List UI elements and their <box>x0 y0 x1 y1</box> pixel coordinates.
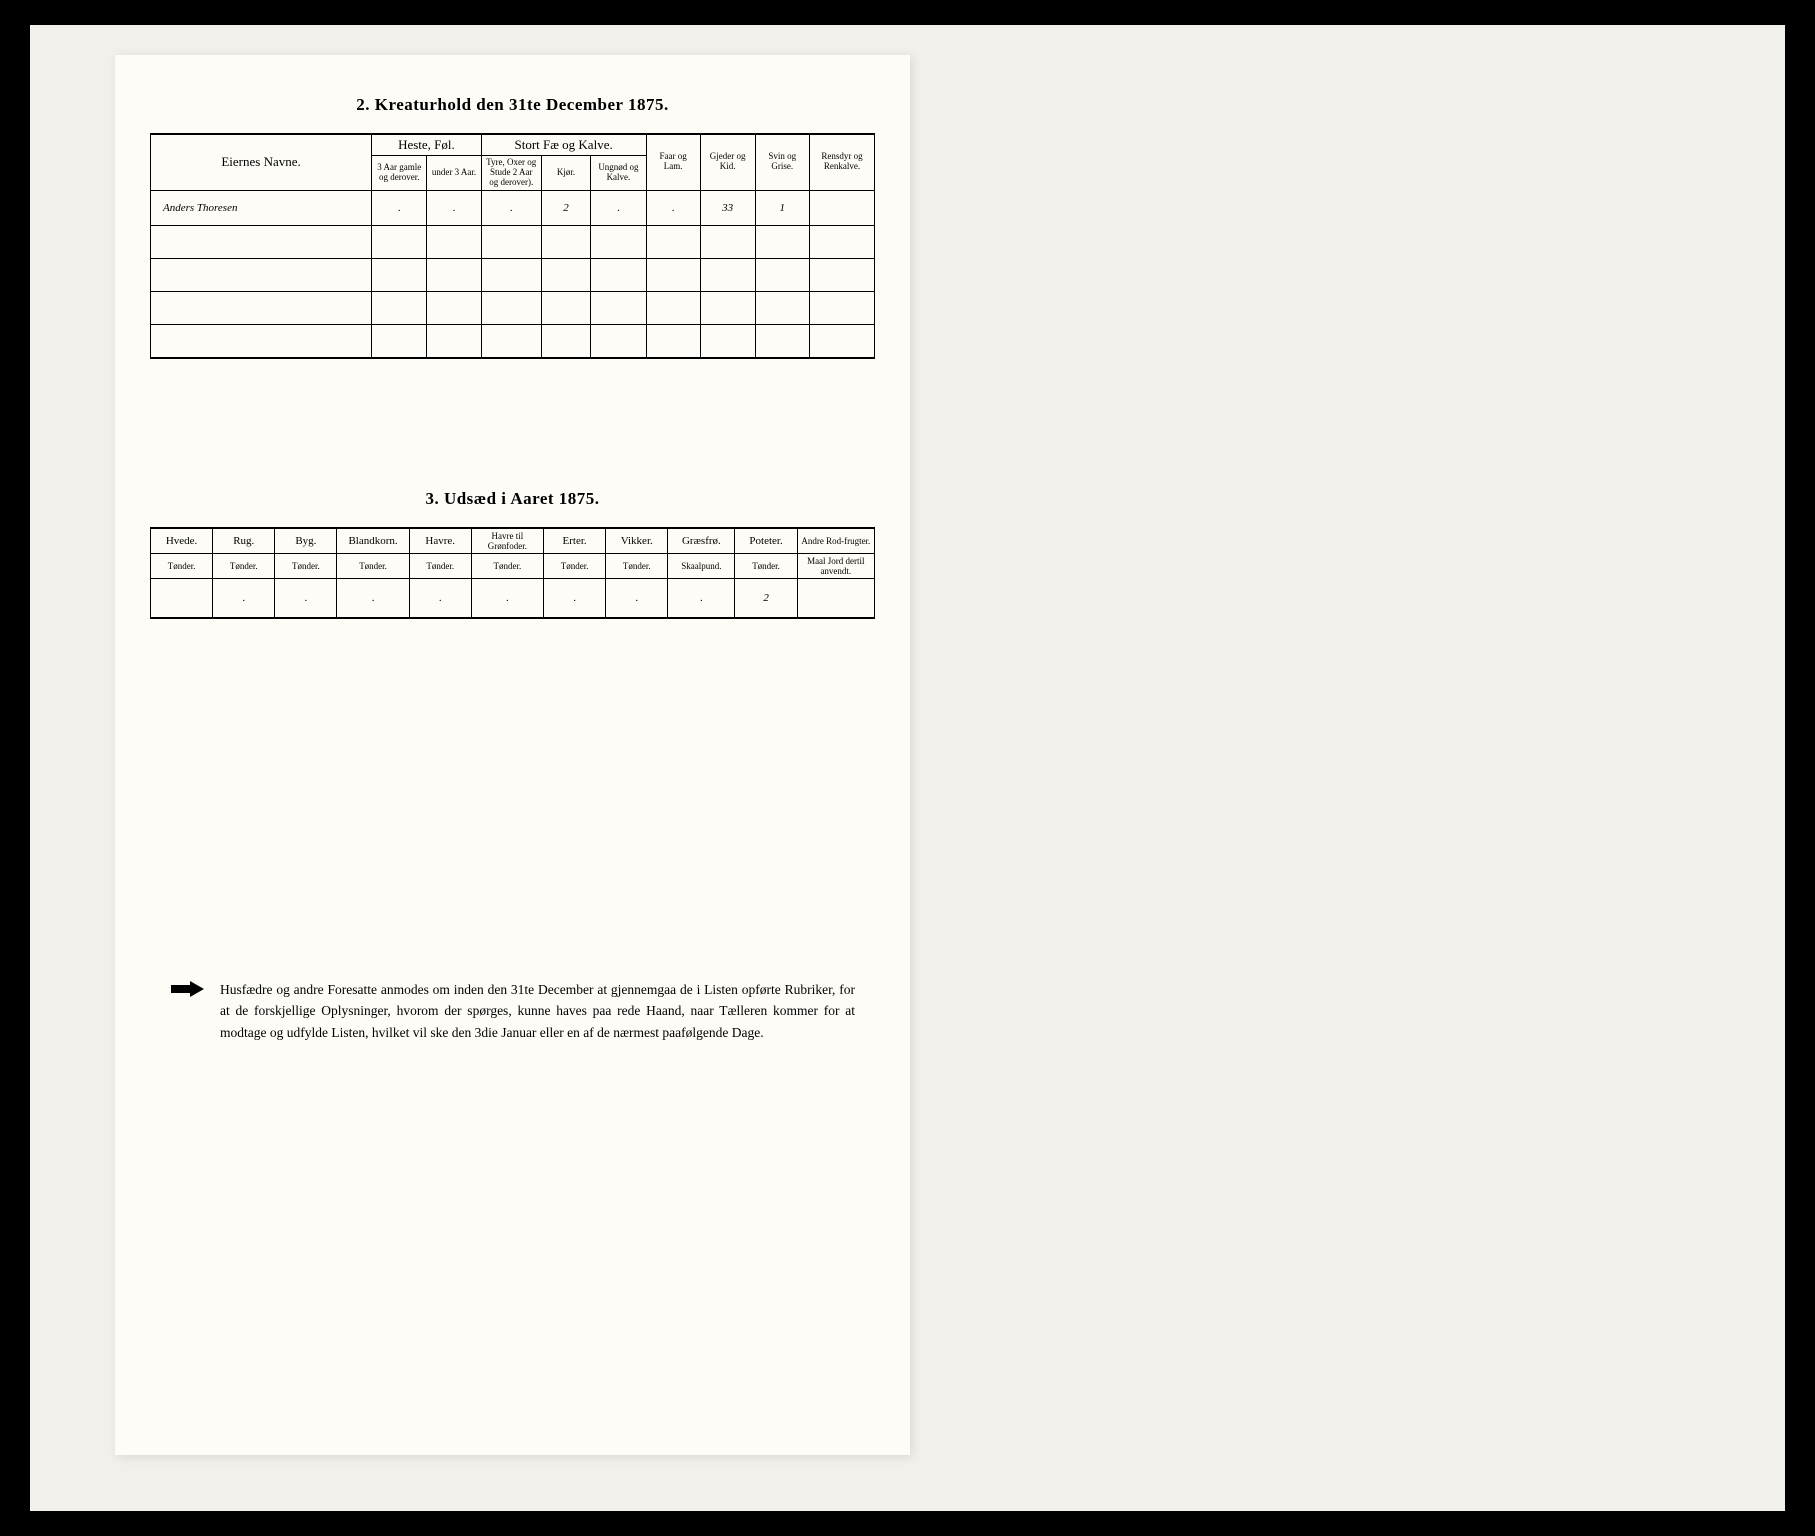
col-blandkorn: Blandkorn. <box>337 528 409 554</box>
col-havre-gron: Havre til Grønfoder. <box>471 528 543 554</box>
footnote-text: Husfædre og andre Foresatte anmodes om i… <box>220 979 855 1044</box>
table-row: Anders Thoresen . . . 2 . . 33 1 <box>151 190 875 225</box>
unit-tonder: Tønder. <box>735 553 797 578</box>
unit-tonder: Tønder. <box>471 553 543 578</box>
table-row-blank <box>151 324 875 358</box>
cell-poteter: 2 <box>735 578 797 618</box>
cell-vikker: . <box>606 578 668 618</box>
col-pigs: Svin og Grise. <box>755 134 810 190</box>
col-reindeer: Rensdyr og Renkalve. <box>810 134 875 190</box>
col-byg: Byg. <box>275 528 337 554</box>
table-row-blank <box>151 291 875 324</box>
unit-tonder: Tønder. <box>337 553 409 578</box>
owner-name-value: Anders Thoresen <box>151 190 372 225</box>
cell-svin: 1 <box>755 190 810 225</box>
unit-tonder: Tønder. <box>544 553 606 578</box>
cell-h2: . <box>427 190 481 225</box>
unit-skaalpund: Skaalpund. <box>668 553 735 578</box>
col-cows: Kjør. <box>541 156 591 191</box>
col-group-horses: Heste, Føl. <box>372 134 482 156</box>
pointing-hand-icon <box>170 979 206 1044</box>
col-horses-under3: under 3 Aar. <box>427 156 481 191</box>
col-bulls-oxen: Tyre, Oxer og Stude 2 Aar og derover). <box>481 156 541 191</box>
footnote-block: Husfædre og andre Foresatte anmodes om i… <box>150 979 875 1044</box>
col-erter: Erter. <box>544 528 606 554</box>
col-andre: Andre Rod-frugter. <box>797 528 874 554</box>
cell-andre <box>797 578 874 618</box>
unit-tonder: Tønder. <box>213 553 275 578</box>
cell-hvede <box>151 578 213 618</box>
col-calves: Ungnød og Kalve. <box>591 156 646 191</box>
col-sheep: Faar og Lam. <box>646 134 700 190</box>
col-havre: Havre. <box>409 528 471 554</box>
cell-havre-gron: . <box>471 578 543 618</box>
col-vikker: Vikker. <box>606 528 668 554</box>
livestock-table: Eiernes Navne. Heste, Føl. Stort Fæ og K… <box>150 133 875 359</box>
cell-s3: . <box>591 190 646 225</box>
census-form-page: 2. Kreaturhold den 31te December 1875. E… <box>115 55 910 1455</box>
cell-faar: . <box>646 190 700 225</box>
cell-rug: . <box>213 578 275 618</box>
table-row-blank <box>151 258 875 291</box>
col-owner-name: Eiernes Navne. <box>151 134 372 190</box>
cell-blandkorn: . <box>337 578 409 618</box>
section2-title: 2. Kreaturhold den 31te December 1875. <box>150 95 875 115</box>
col-goats: Gjeder og Kid. <box>700 134 755 190</box>
col-rug: Rug. <box>213 528 275 554</box>
cell-rensdyr <box>810 190 875 225</box>
col-group-cattle: Stort Fæ og Kalve. <box>481 134 646 156</box>
unit-tonder: Tønder. <box>606 553 668 578</box>
cell-byg: . <box>275 578 337 618</box>
col-graesfroe: Græsfrø. <box>668 528 735 554</box>
cell-h1: . <box>372 190 427 225</box>
cell-s1: . <box>481 190 541 225</box>
unit-maal: Maal Jord dertil anvendt. <box>797 553 874 578</box>
cell-s2: 2 <box>541 190 591 225</box>
table-row-blank <box>151 225 875 258</box>
table-row: . . . . . . . . 2 <box>151 578 875 618</box>
col-poteter: Poteter. <box>735 528 797 554</box>
unit-tonder: Tønder. <box>151 553 213 578</box>
unit-tonder: Tønder. <box>275 553 337 578</box>
sowing-table: Hvede. Rug. Byg. Blandkorn. Havre. Havre… <box>150 527 875 619</box>
col-hvede: Hvede. <box>151 528 213 554</box>
cell-gjeder: 33 <box>700 190 755 225</box>
col-horses-over3: 3 Aar gamle og derover. <box>372 156 427 191</box>
cell-havre: . <box>409 578 471 618</box>
cell-erter: . <box>544 578 606 618</box>
unit-tonder: Tønder. <box>409 553 471 578</box>
cell-graesfroe: . <box>668 578 735 618</box>
section3-title: 3. Udsæd i Aaret 1875. <box>150 489 875 509</box>
